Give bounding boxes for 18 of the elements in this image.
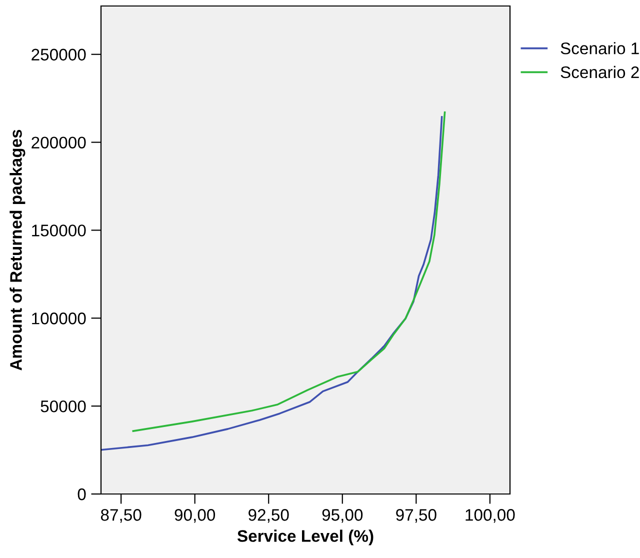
x-tick-label: 100,00 (466, 509, 515, 523)
y-tick-label: 100000 (32, 312, 86, 324)
y-tick-label: 0 (78, 488, 86, 500)
x-tick-label: 97,50 (396, 509, 436, 523)
y-tick-label: 50000 (40, 400, 86, 412)
x-axis-title: Service Level (%) (237, 530, 374, 546)
line-series (101, 116, 443, 451)
y-tick-label: 250000 (32, 48, 86, 61)
y-tick-label: 150000 (32, 224, 86, 236)
x-tick-label: 95,00 (322, 509, 363, 523)
y-axis-title: Amount of Returned packages (10, 130, 26, 370)
line-series (132, 111, 446, 432)
x-tick-label: 87,50 (100, 509, 142, 523)
x-tick-label: 92,50 (248, 509, 289, 523)
legend-label: Scenario 1 (560, 42, 639, 54)
x-tick-label: 90,00 (174, 509, 216, 523)
legend-label: Scenario 2 (560, 66, 639, 78)
y-tick-label: 200000 (32, 136, 86, 148)
